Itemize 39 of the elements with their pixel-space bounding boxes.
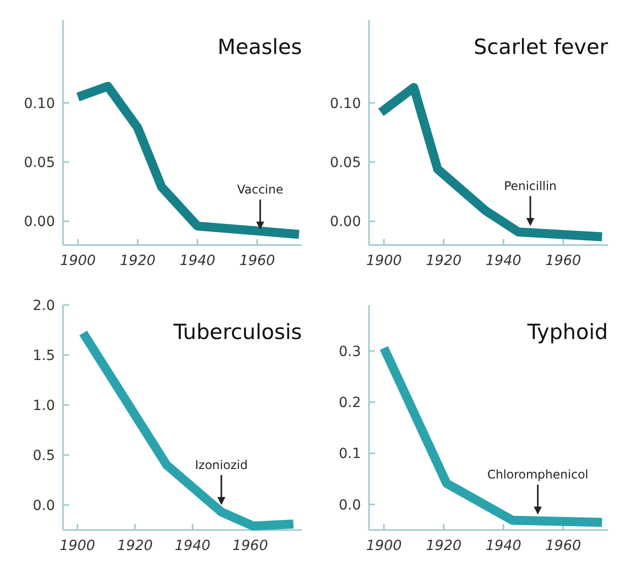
x-tick-label: 1960 bbox=[232, 538, 268, 554]
x-tick-label: 1900 bbox=[60, 538, 96, 554]
y-tick-label: 0.05 bbox=[24, 155, 55, 172]
y-tick-label: 0.1 bbox=[338, 446, 361, 462]
annotation: Vaccine bbox=[237, 182, 284, 197]
x-tick-label: 1960 bbox=[545, 538, 582, 554]
y-tick-label: 0.0 bbox=[32, 498, 55, 514]
y-tick-label: 0.00 bbox=[24, 214, 55, 230]
x-tick-label: 1900 bbox=[60, 253, 96, 269]
x-tick-label: 1940 bbox=[486, 253, 522, 269]
text: Measles bbox=[217, 35, 302, 59]
y-tick-label: 0.00 bbox=[330, 214, 361, 230]
x-tick-label: 1920 bbox=[426, 253, 462, 269]
y-tick-label: 1.0 bbox=[32, 398, 55, 414]
annotation: Penicillin bbox=[504, 179, 557, 194]
x-tick-label: 1960 bbox=[545, 253, 582, 269]
y-tick-label: 0.0 bbox=[338, 497, 361, 514]
x-tick-label: 1920 bbox=[117, 538, 153, 554]
x-tick-label: 1900 bbox=[366, 253, 402, 269]
text: Tuberculosis bbox=[172, 320, 302, 344]
x-tick-label: 1920 bbox=[426, 538, 462, 554]
x-tick-label: 1940 bbox=[174, 538, 210, 554]
y-tick-label: 1.5 bbox=[32, 348, 55, 364]
y-tick-label: 0.2 bbox=[338, 395, 361, 412]
x-tick-label: 1960 bbox=[239, 253, 276, 269]
y-tick-label: 0.05 bbox=[330, 155, 361, 172]
x-tick-label: 1900 bbox=[366, 538, 402, 554]
text: Typhoid bbox=[526, 320, 608, 344]
text: Scarlet fever bbox=[474, 35, 608, 59]
y-tick-label: 0.10 bbox=[24, 96, 55, 112]
annotation: Izoniozid bbox=[195, 458, 248, 472]
y-tick-label: 0.3 bbox=[338, 344, 361, 360]
x-tick-label: 1940 bbox=[486, 538, 522, 554]
x-tick-label: 1920 bbox=[120, 253, 156, 269]
annotation: Chloromphenicol bbox=[487, 468, 588, 482]
y-tick-label: 0.5 bbox=[32, 448, 55, 464]
y-tick-label: 2.0 bbox=[32, 298, 55, 314]
y-tick-label: 0.10 bbox=[330, 96, 361, 112]
x-tick-label: 1940 bbox=[180, 253, 216, 269]
